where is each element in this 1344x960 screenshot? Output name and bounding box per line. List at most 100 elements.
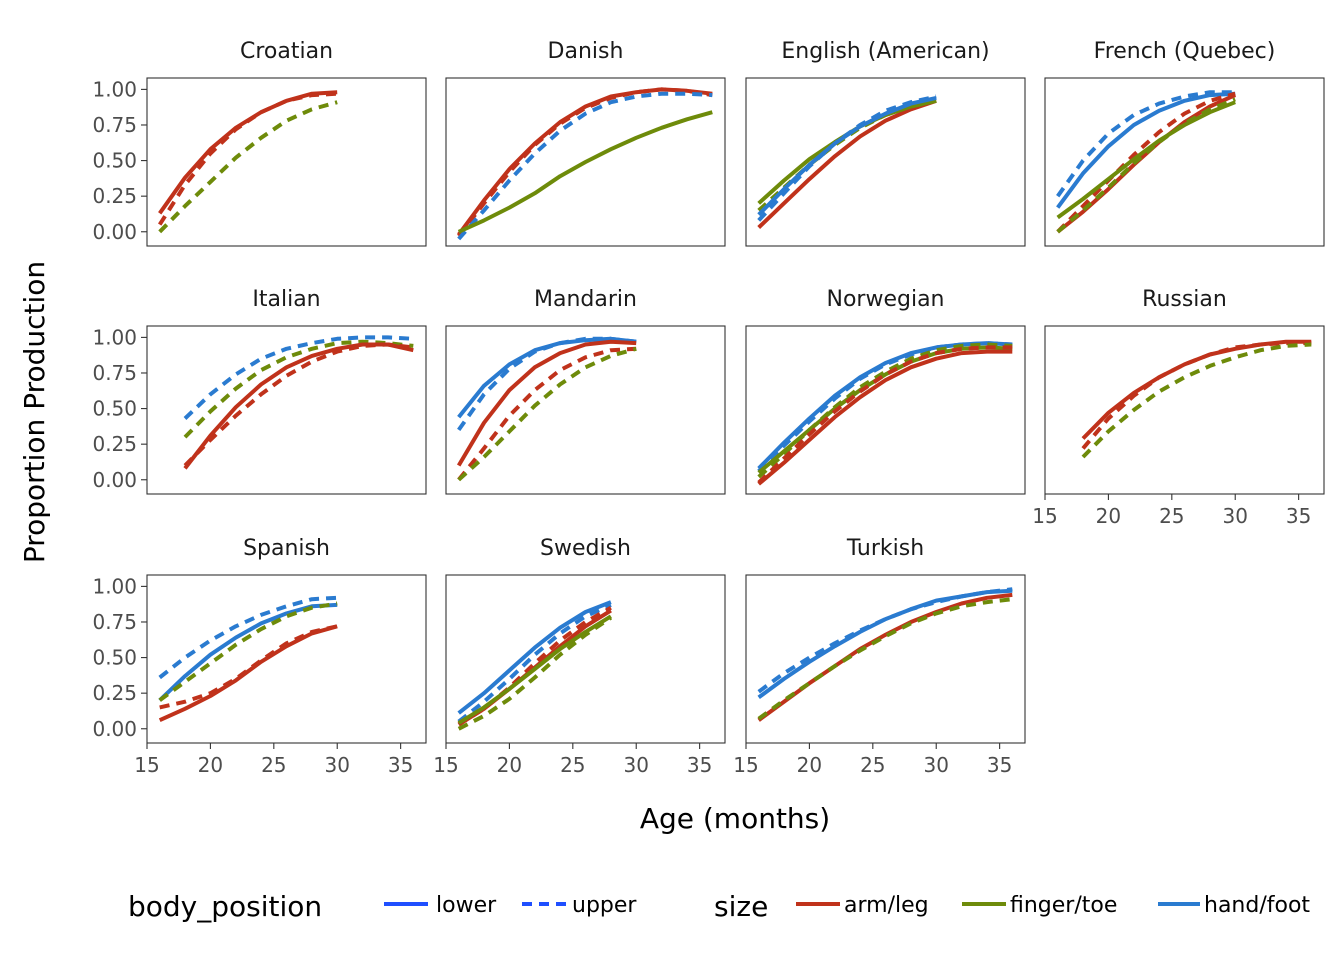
panel-italian: Italian 0.00 0.25 0.50 0.75 1.00 [92,287,427,495]
panel-spanish: Spanish 0.00 0.25 0.50 0.75 1.00 15 20 25 30 35 [92,536,427,777]
x-tick-label: 15 [433,753,458,777]
panel-danish: Danish [445,39,726,247]
series-line-arm-leg-upper [183,342,414,467]
x-tick-label: 35 [687,753,712,777]
series-line-finger-toe-upper [1056,97,1236,234]
legend-label-finger-toe: finger/toe [1010,893,1117,918]
legend-title-size: size [714,890,768,923]
y-tick-label: 1.00 [92,325,137,349]
series-line-hand-foot-lower [457,600,612,715]
series-line-finger-toe-upper [757,597,1013,721]
series-line-hand-foot-upper [757,341,1013,473]
x-tick-label: 15 [733,753,758,777]
series-line-arm-leg-upper [158,91,338,226]
panel-title: Italian [252,287,320,312]
panel-russian: Russian 15 20 25 30 35 [1032,287,1325,528]
series-line-arm-leg-upper [757,345,1013,485]
y-tick-label: 0.25 [92,432,137,456]
x-tick-label: 35 [1286,504,1311,528]
legend-label-upper: upper [572,893,637,918]
series-line-arm-leg-upper [1056,91,1236,234]
x-axis-title: Age (months) [640,802,830,835]
y-tick-label: 0.25 [92,681,137,705]
panel-turkish: Turkish 15 20 25 30 35 [733,536,1026,777]
panel-frame [745,77,1026,247]
series-line-arm-leg-lower [158,624,338,723]
series-line-finger-toe-upper [457,346,637,482]
series-line-finger-toe-lower [1056,100,1236,220]
series-line-finger-toe-upper [158,100,338,234]
series-line-hand-foot-lower [757,95,937,217]
panel-french-quebec: French (Quebec) [1044,39,1325,247]
panel-swedish: Swedish 15 20 25 30 35 [433,536,726,777]
y-tick-label: 0.75 [92,113,137,137]
series-line-arm-leg-lower [757,349,1013,486]
panel-frame [445,77,726,247]
series-line-hand-foot-lower [757,341,1013,470]
panel-title: Croatian [240,39,333,64]
series-line-hand-foot-upper [183,335,414,420]
x-tick-label: 20 [198,753,223,777]
panel-frame [1044,77,1325,247]
series-line-arm-leg-lower [757,98,937,229]
series-line-finger-toe-upper [457,616,613,731]
panel-frame [745,574,1026,744]
panel-title: Turkish [846,536,924,561]
x-tick-label: 25 [261,753,286,777]
panel-croatian: Croatian 0.00 0.25 0.50 0.75 1.00 [92,39,427,247]
legend-title-body-position: body_position [128,890,322,923]
panel-title: Danish [548,39,624,64]
series-line-arm-leg-lower [456,339,637,467]
panel-title: Spanish [243,536,330,561]
series-line-finger-toe-upper [183,339,414,439]
series-line-finger-toe-lower [457,110,713,234]
y-tick-label: 0.50 [92,646,137,670]
series-line-finger-toe-upper [158,601,338,702]
legend-label-arm-leg: arm/leg [844,893,929,918]
panel-frame [146,574,427,744]
x-tick-label: 35 [388,753,413,777]
panel-english-american: English (American) [745,39,1026,247]
y-tick-label: 1.00 [92,574,137,598]
panel-title: Mandarin [534,287,637,312]
y-tick-label: 0.25 [92,184,137,208]
series-line-hand-foot-upper [1056,90,1236,198]
series-line-finger-toe-upper [1081,342,1312,459]
series-line-arm-leg-lower [183,342,414,470]
panel-frame [146,77,427,247]
series-line-arm-leg-lower [757,592,1013,722]
series-line-hand-foot-upper [457,91,713,241]
panel-title: Russian [1142,287,1227,312]
x-tick-label: 20 [1096,504,1121,528]
panel-frame [445,574,726,744]
y-tick-label: 0.00 [92,717,137,741]
x-tick-label: 30 [624,753,649,777]
series-line-hand-foot-lower [457,336,637,419]
series-line-hand-foot-upper [158,595,338,680]
series-line-arm-leg-upper [457,87,713,238]
y-tick-label: 0.75 [92,610,137,634]
x-tick-label: 15 [1032,504,1057,528]
series-line-arm-leg-upper [457,346,637,482]
y-tick-label: 0.75 [92,361,137,385]
panel-norwegian: Norwegian [745,287,1026,495]
panel-title: English (American) [781,39,989,64]
series-line-finger-toe-lower [457,614,612,725]
panel-title: Swedish [540,536,631,561]
series-line-hand-foot-lower [1056,91,1236,209]
panel-frame [745,325,1026,495]
y-axis-title: Proportion Production [18,261,51,563]
x-tick-label: 30 [325,753,350,777]
panel-title: Norwegian [827,287,945,312]
x-tick-label: 35 [987,753,1012,777]
x-tick-label: 30 [924,753,949,777]
panel-frame [1044,325,1325,495]
x-tick-label: 25 [1159,504,1184,528]
series-line-hand-foot-upper [757,94,937,222]
x-tick-label: 20 [497,753,522,777]
panel-frame [445,325,726,495]
x-tick-label: 30 [1223,504,1248,528]
panel-title: French (Quebec) [1094,39,1276,64]
y-tick-label: 0.50 [92,397,137,421]
